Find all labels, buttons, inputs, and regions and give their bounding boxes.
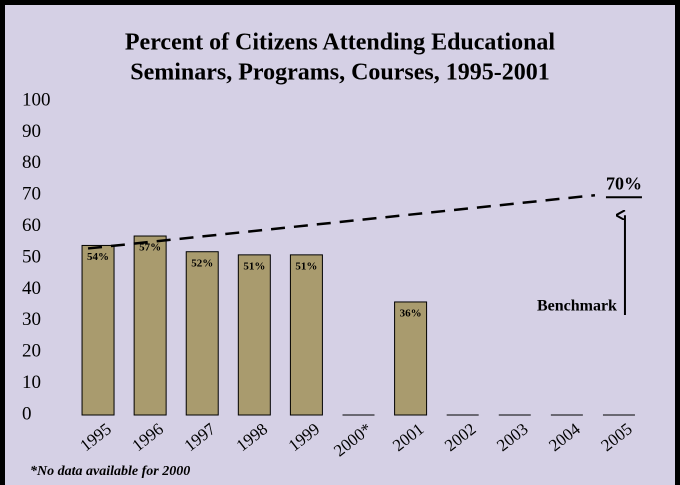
bar [185,251,219,416]
value-label: 51% [295,260,317,272]
y-tick-label: 70 [22,184,41,205]
y-tick-label: 20 [22,341,41,362]
benchmark-trend [87,193,596,250]
y-tick-label: 0 [22,403,32,424]
value-label: 57% [139,242,161,254]
y-tick-label: 60 [22,215,41,236]
y-tick-label: 50 [22,246,41,267]
bar [237,254,271,416]
bar [394,301,428,416]
chart-title: Seminars, Programs, Courses, 1995-2001 [130,60,550,86]
bar [133,235,167,416]
y-tick-label: 100 [22,89,51,110]
bar [81,244,115,416]
chart-title: Percent of Citizens Attending Educationa… [125,30,556,56]
y-tick-label: 80 [22,152,41,173]
benchmark-label: 70% [606,173,642,193]
bar [289,254,323,416]
value-label: 54% [87,251,109,263]
benchmark-name: Benchmark [537,298,617,315]
footnote: *No data available for 2000 [30,464,190,479]
value-label: 52% [191,257,213,269]
y-tick-label: 40 [22,278,41,299]
y-tick-label: 30 [22,309,41,330]
value-label: 51% [243,260,265,272]
y-tick-label: 10 [22,372,41,393]
value-label: 36% [400,307,422,319]
y-tick-label: 90 [22,121,41,142]
